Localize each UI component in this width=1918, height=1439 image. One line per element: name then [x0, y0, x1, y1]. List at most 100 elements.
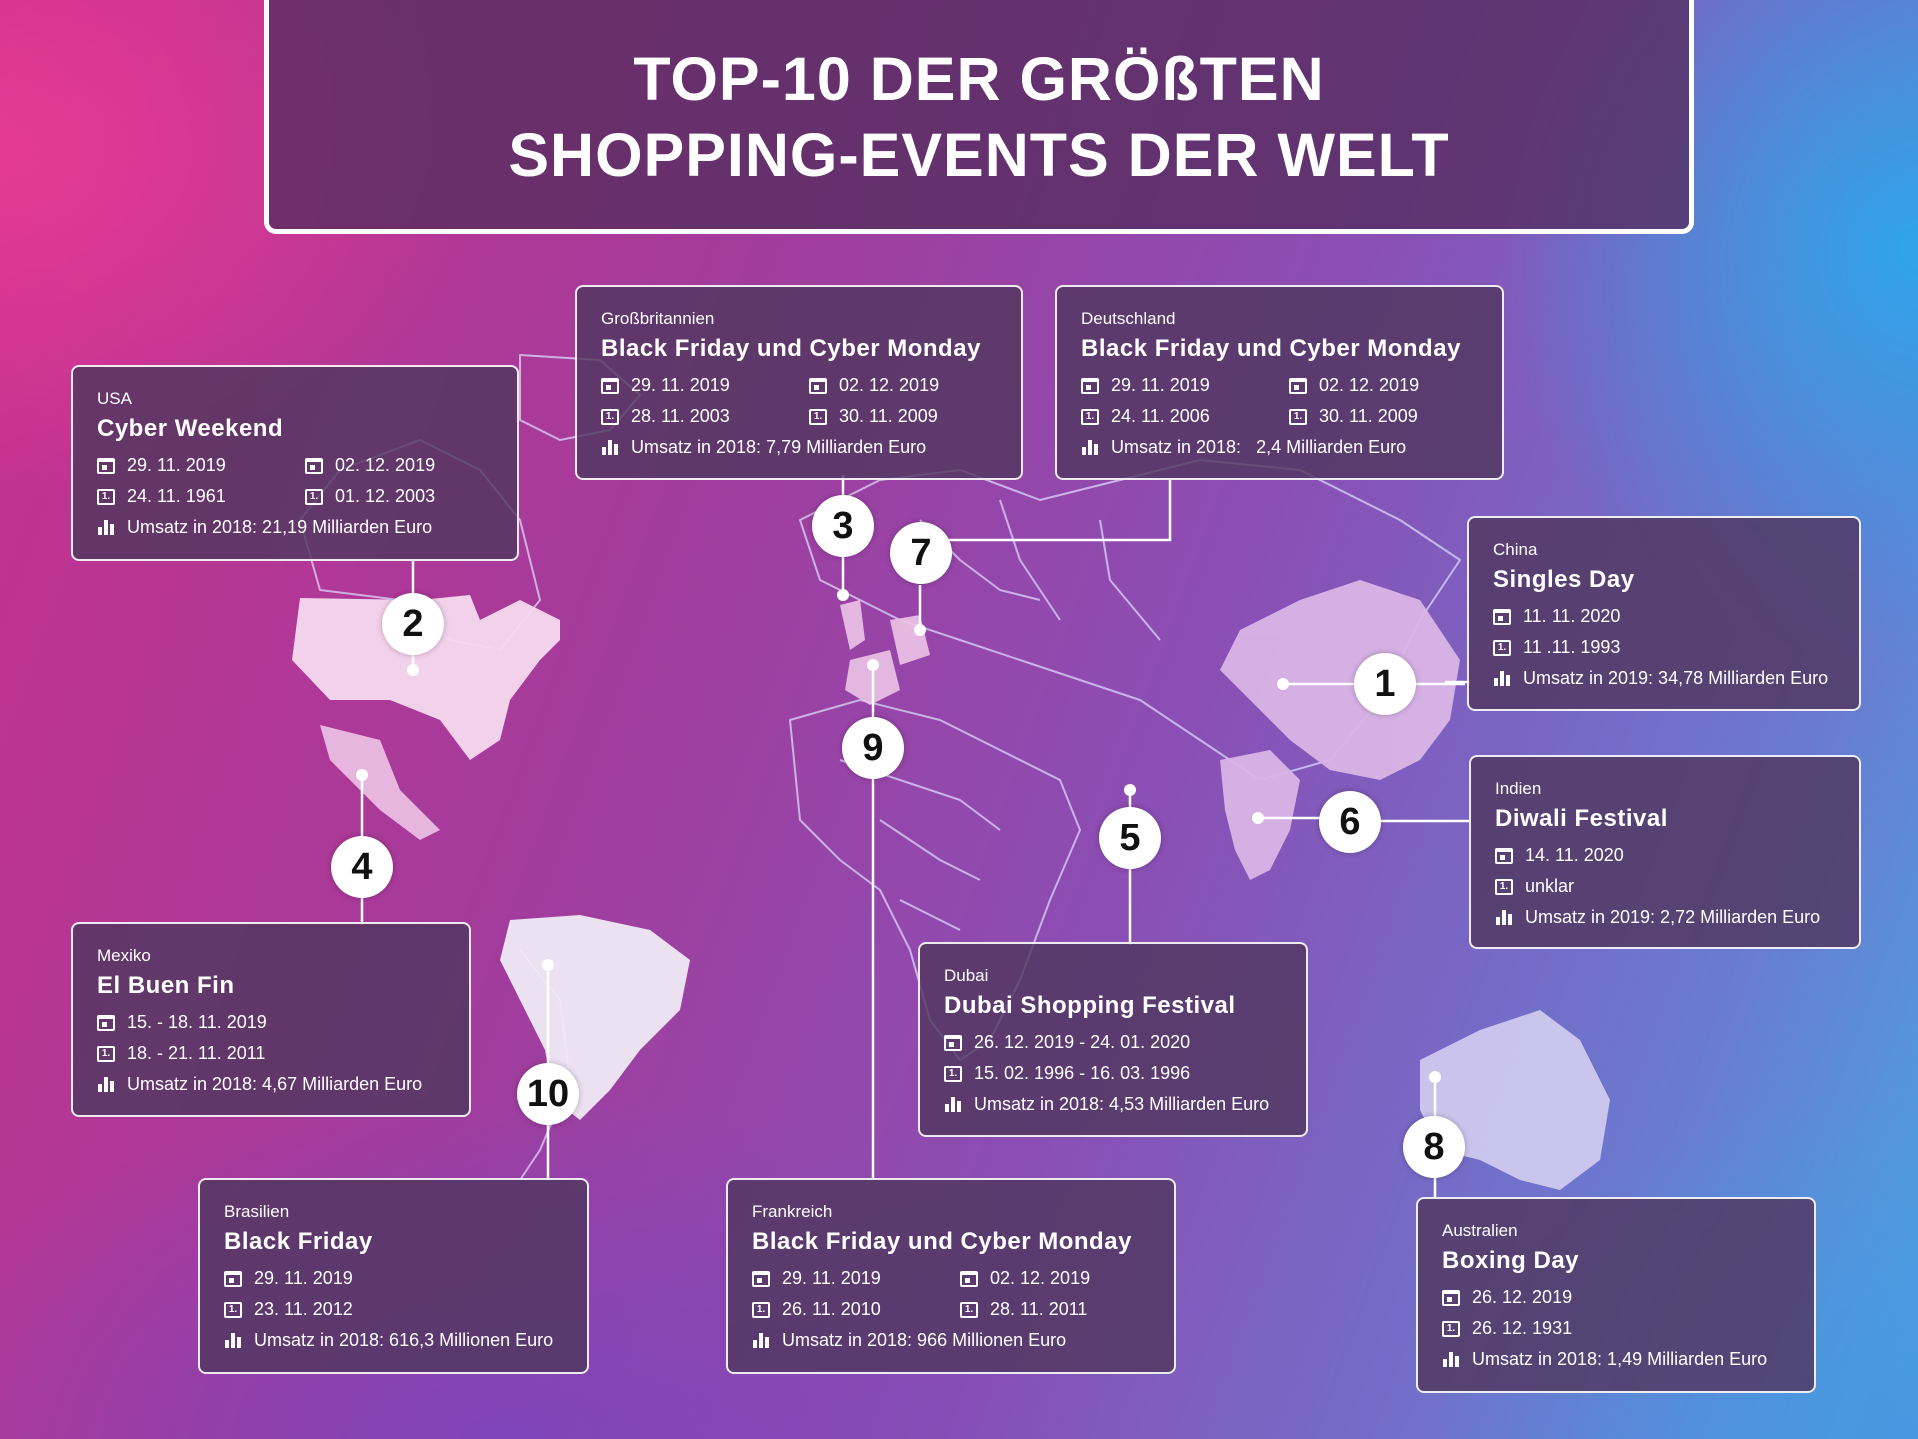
- first-date: 24. 11. 2006: [1111, 406, 1210, 426]
- first-date: 23. 11. 2012: [254, 1299, 353, 1319]
- usa-shape: [292, 595, 560, 760]
- pin-10: 10: [517, 1063, 579, 1125]
- australia-shape: [1420, 1010, 1610, 1190]
- event-name: El Buen Fin: [97, 972, 235, 999]
- country-label: China: [1493, 540, 1538, 559]
- revenue: Umsatz in 2019: 2,72 Milliarden Euro: [1525, 907, 1821, 927]
- pin-2: 2: [382, 593, 444, 655]
- calendar-icon: [305, 457, 323, 474]
- title-banner: TOP-10 DER GRÖßTEN SHOPPING-EVENTS DER W…: [264, 0, 1694, 234]
- first-date: 26. 12. 1931: [1472, 1318, 1573, 1338]
- country-label: Dubai: [944, 966, 989, 985]
- country-label: Australien: [1442, 1221, 1518, 1240]
- card-uk: Großbritannien Black Friday und Cyber Mo…: [575, 285, 1023, 480]
- card-mexico: Mexiko El Buen Fin 15. - 18. 11. 2019 1.…: [71, 922, 471, 1117]
- calendar-icon: [1081, 377, 1099, 394]
- country-label: Deutschland: [1081, 309, 1176, 328]
- event-date: 15. - 18. 11. 2019: [127, 1012, 267, 1032]
- calendar-icon: [97, 1014, 115, 1031]
- calendar-icon: [960, 1270, 978, 1287]
- event-name: Black Friday und Cyber Monday: [601, 335, 981, 362]
- calendar-icon: [752, 1270, 770, 1287]
- card-usa: USA Cyber Weekend 29. 11. 2019 02. 12. 2…: [71, 365, 519, 561]
- pin-8: 8: [1403, 1116, 1465, 1178]
- event-date: 02. 12. 2019: [990, 1268, 1091, 1288]
- calendar-icon: [601, 377, 619, 394]
- pin-7: 7: [890, 522, 952, 584]
- germany-shape: [890, 615, 930, 665]
- first-date: 15. 02. 1996 - 16. 03. 1996: [974, 1063, 1191, 1083]
- event-date: 29. 11. 2019: [1111, 375, 1210, 395]
- first-date: 30. 11. 2009: [839, 406, 938, 426]
- first-date: unklar: [1525, 876, 1575, 896]
- card-brazil: Brasilien Black Friday 29. 11. 2019 1. 23…: [198, 1178, 589, 1374]
- pin-5: 5: [1099, 807, 1161, 869]
- calendar-icon: [1495, 847, 1513, 864]
- first-date: 28. 11. 2003: [631, 406, 730, 426]
- calendar-icon: [224, 1270, 242, 1287]
- title-line-2: SHOPPING-EVENTS DER WELT: [508, 121, 1450, 189]
- china-shape: [1220, 580, 1460, 780]
- bar-chart-icon: [1495, 909, 1513, 926]
- first-time-icon: 1.: [97, 488, 115, 505]
- revenue: Umsatz in 2018: 966 Millionen Euro: [782, 1330, 1067, 1350]
- revenue: Umsatz in 2019: 34,78 Milliarden Euro: [1523, 668, 1829, 688]
- title-line-1: TOP-10 DER GRÖßTEN: [633, 45, 1325, 113]
- pin-9: 9: [842, 717, 904, 779]
- event-date: 02. 12. 2019: [335, 455, 436, 475]
- event-date: 26. 12. 2019: [1472, 1287, 1573, 1307]
- first-time-icon: 1.: [1289, 408, 1307, 425]
- event-name: Black Friday: [224, 1228, 373, 1255]
- event-date: 29. 11. 2019: [254, 1268, 353, 1288]
- first-date: 01. 12. 2003: [335, 486, 436, 506]
- country-label: USA: [97, 389, 132, 408]
- card-india: Indien Diwali Festival 14. 11. 2020 1. un…: [1469, 755, 1861, 949]
- bar-chart-icon: [1442, 1351, 1460, 1368]
- first-time-icon: 1.: [1493, 639, 1511, 656]
- pin-4: 4: [331, 836, 393, 898]
- event-date: 29. 11. 2019: [127, 455, 226, 475]
- calendar-icon: [809, 377, 827, 394]
- bar-chart-icon: [1493, 670, 1511, 687]
- event-date: 02. 12. 2019: [1319, 375, 1420, 395]
- revenue: Umsatz in 2018: 616,3 Millionen Euro: [254, 1330, 554, 1350]
- first-time-icon: 1.: [97, 1045, 115, 1062]
- card-australia: Australien Boxing Day 26. 12. 2019 1. 26.…: [1416, 1197, 1816, 1393]
- card-dubai: Dubai Dubai Shopping Festival 26. 12. 20…: [918, 942, 1308, 1137]
- first-date: 28. 11. 2011: [990, 1299, 1088, 1319]
- bar-chart-icon: [601, 439, 619, 456]
- first-time-icon: 1.: [224, 1301, 242, 1318]
- card-china: China Singles Day 11. 11. 2020 1. 11 .11.…: [1467, 516, 1861, 711]
- calendar-icon: [944, 1034, 962, 1051]
- calendar-icon: [1442, 1289, 1460, 1306]
- event-name: Black Friday und Cyber Monday: [1081, 335, 1461, 362]
- calendar-icon: [97, 457, 115, 474]
- event-date: 02. 12. 2019: [839, 375, 940, 395]
- event-name: Cyber Weekend: [97, 415, 284, 442]
- event-name: Singles Day: [1493, 566, 1635, 593]
- revenue: Umsatz in 2018: 4,67 Milliarden Euro: [127, 1074, 423, 1094]
- revenue: Umsatz in 2018: 1,49 Milliarden Euro: [1472, 1349, 1768, 1369]
- revenue: Umsatz in 2018: 7,79 Milliarden Euro: [631, 437, 927, 457]
- revenue: Umsatz in 2018: 2,4 Milliarden Euro: [1111, 437, 1407, 457]
- pin-6: 6: [1319, 791, 1381, 853]
- bar-chart-icon: [97, 1076, 115, 1093]
- event-name: Dubai Shopping Festival: [944, 992, 1236, 1019]
- first-date: 26. 11. 2010: [782, 1299, 881, 1319]
- country-label: Frankreich: [752, 1202, 833, 1221]
- pin-1: 1: [1354, 653, 1416, 715]
- country-label: Brasilien: [224, 1202, 290, 1221]
- first-time-icon: 1.: [944, 1065, 962, 1082]
- country-label: Großbritannien: [601, 309, 715, 328]
- country-label: Indien: [1495, 779, 1542, 798]
- first-time-icon: 1.: [1442, 1320, 1460, 1337]
- bar-chart-icon: [1081, 439, 1099, 456]
- first-time-icon: 1.: [305, 488, 323, 505]
- event-date: 14. 11. 2020: [1525, 845, 1624, 865]
- bar-chart-icon: [944, 1096, 962, 1113]
- first-date: 18. - 21. 11. 2011: [127, 1043, 266, 1063]
- revenue: Umsatz in 2018: 4,53 Milliarden Euro: [974, 1094, 1270, 1114]
- mexico-shape: [320, 725, 440, 840]
